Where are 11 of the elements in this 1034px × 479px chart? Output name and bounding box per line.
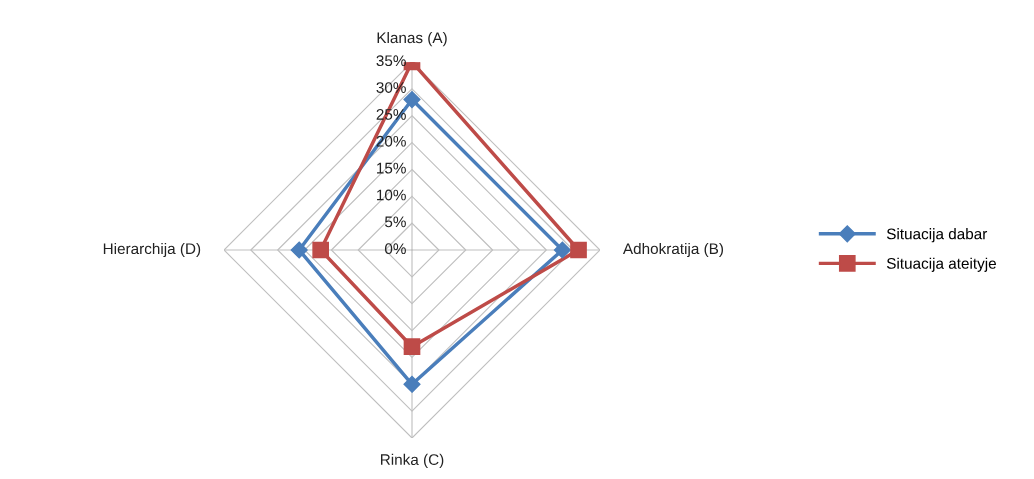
y-tick-label: 15% (377, 162, 406, 174)
spoke-label: Hierarchija (D) (103, 242, 201, 258)
spoke-label: Adhokratija (B) (622, 242, 724, 258)
y-tick-label: 5% (384, 216, 406, 228)
y-tick-label: 10% (377, 189, 406, 201)
legend-label: Situacija ateityje (886, 257, 996, 272)
spoke-label: Rinka (C) (381, 453, 444, 469)
y-tick-label: 0% (384, 243, 406, 255)
y-tick-label: 35% (376, 55, 406, 67)
spoke-label: Klanas (A) (377, 31, 447, 47)
legend-label: Situacija dabar (886, 228, 988, 243)
